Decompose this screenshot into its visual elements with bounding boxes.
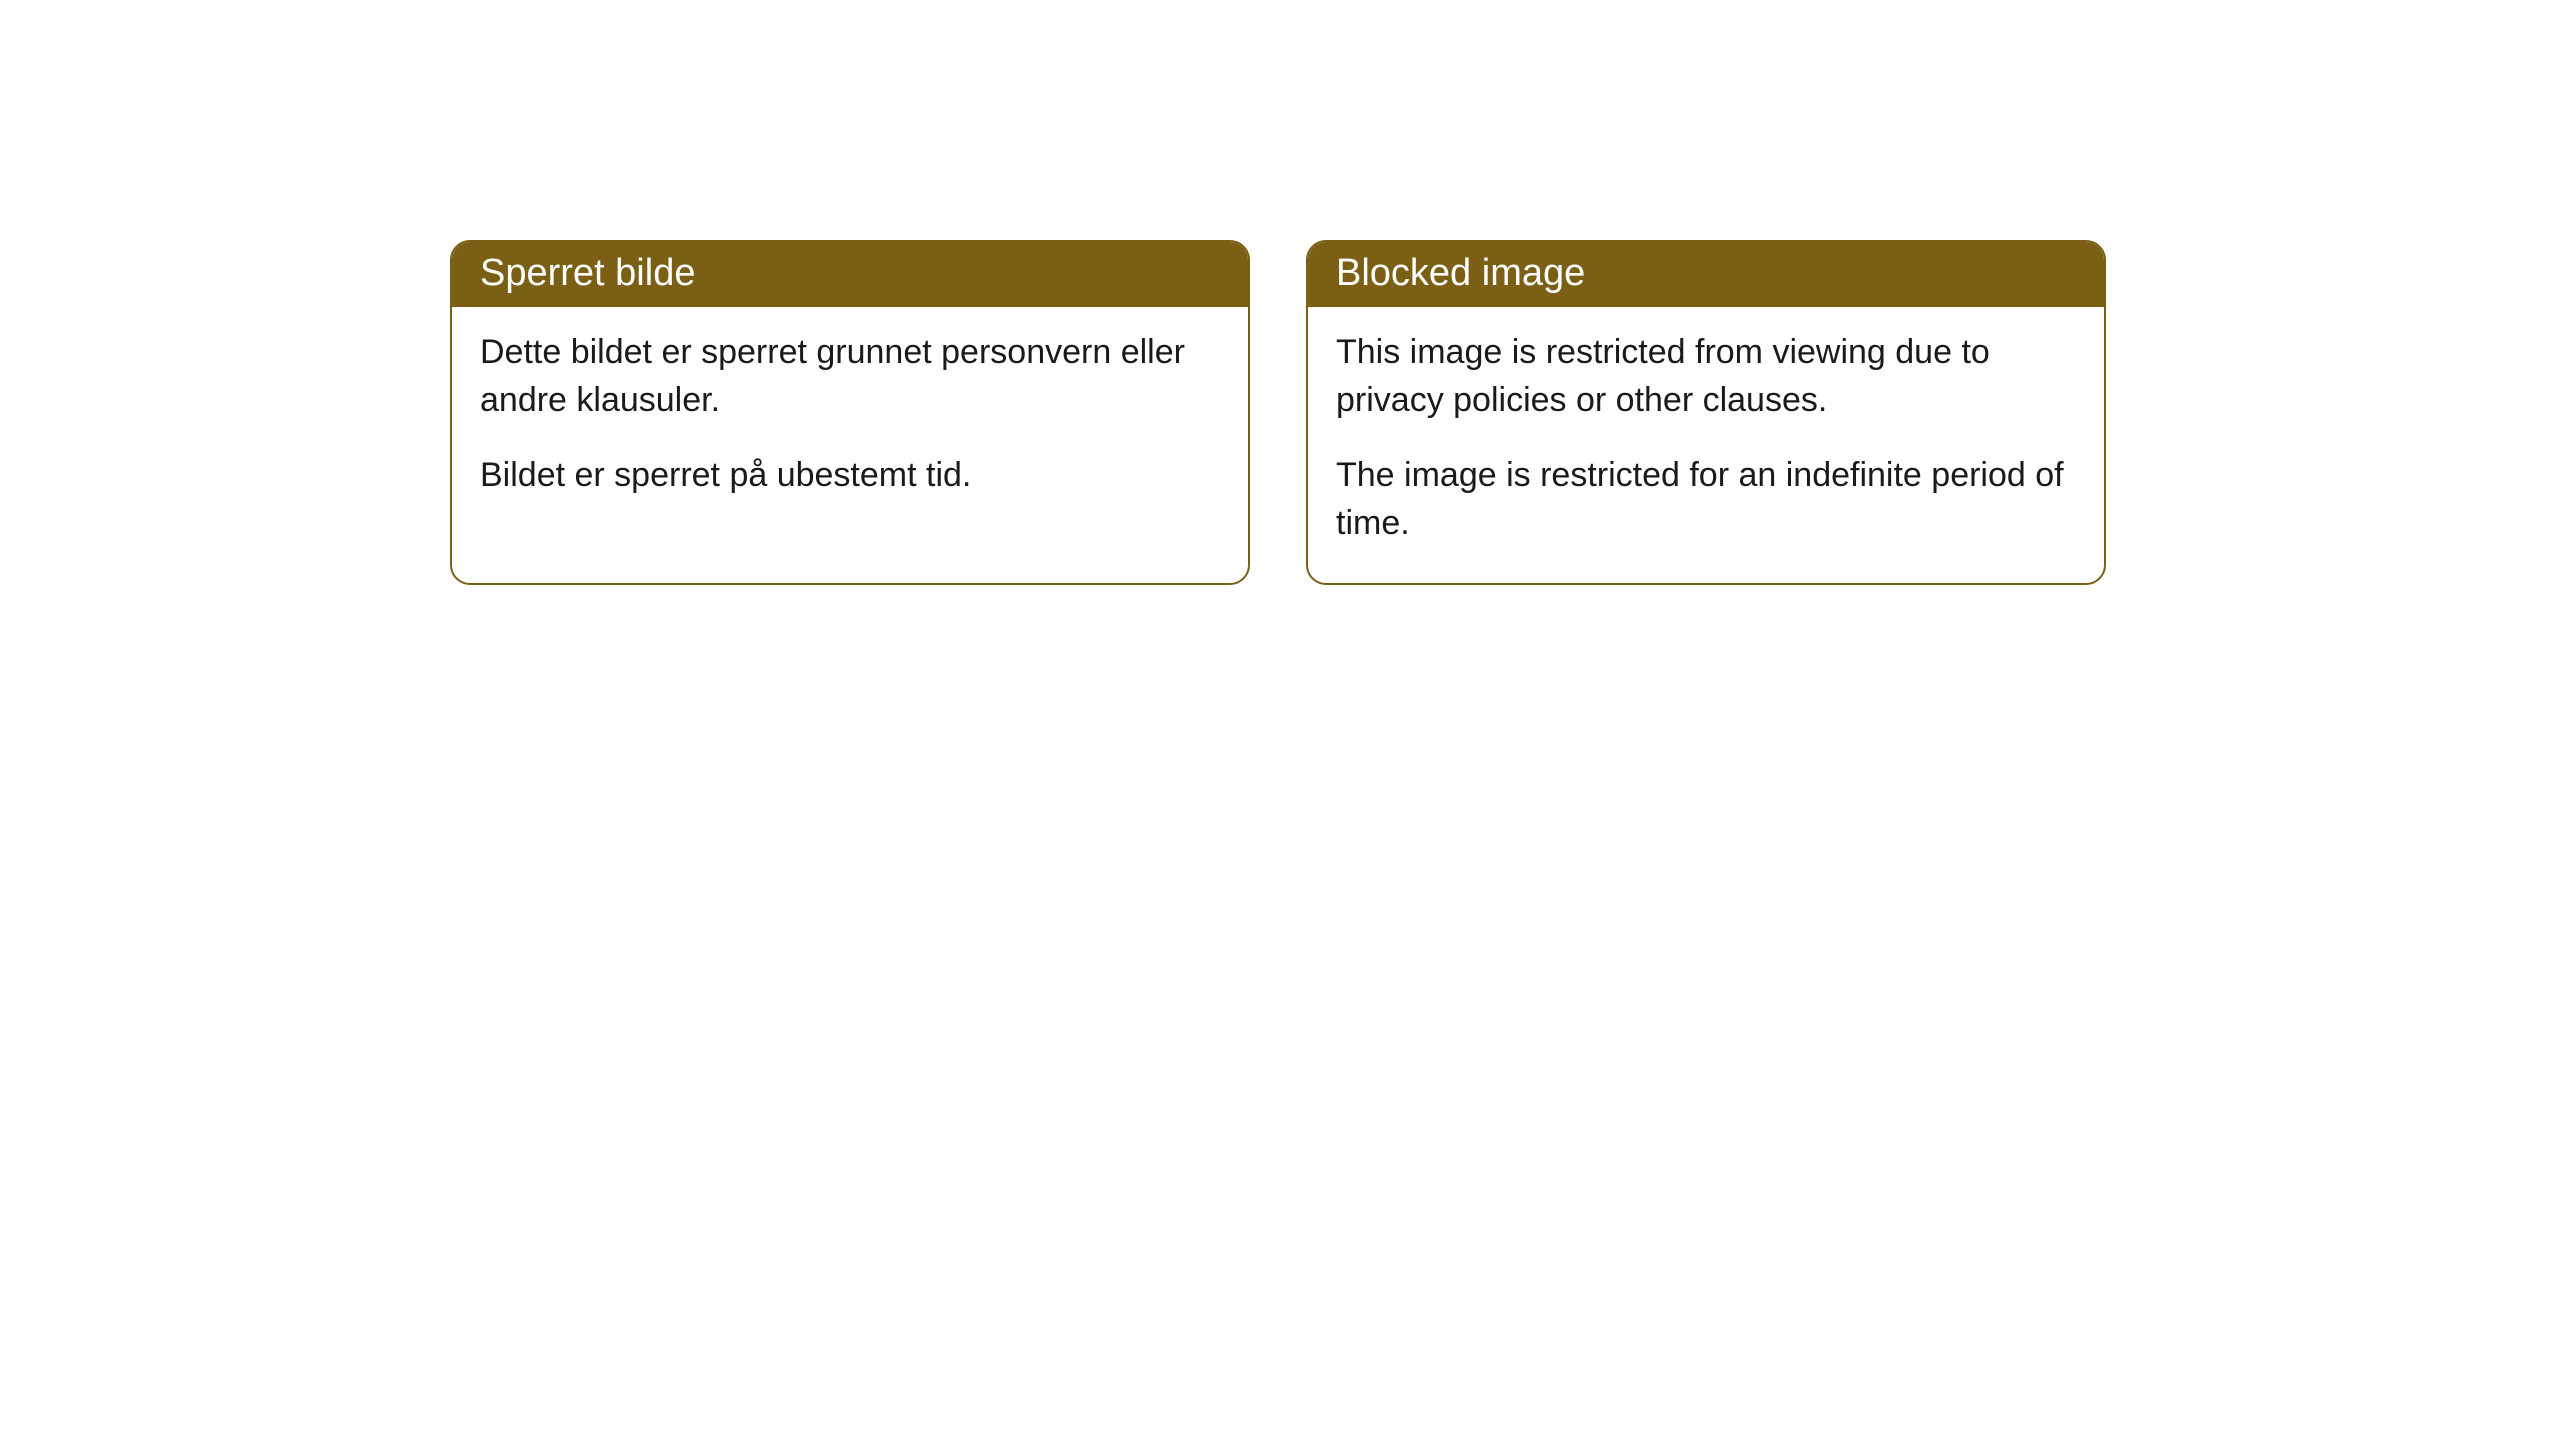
card-paragraph-1: This image is restricted from viewing du… [1336,329,2076,424]
card-english: Blocked image This image is restricted f… [1306,240,2106,585]
card-header-norwegian: Sperret bilde [452,242,1248,307]
card-paragraph-2: Bildet er sperret på ubestemt tid. [480,452,1220,500]
card-paragraph-1: Dette bildet er sperret grunnet personve… [480,329,1220,424]
card-header-english: Blocked image [1308,242,2104,307]
card-paragraph-2: The image is restricted for an indefinit… [1336,452,2076,547]
card-body-norwegian: Dette bildet er sperret grunnet personve… [452,307,1248,536]
card-norwegian: Sperret bilde Dette bildet er sperret gr… [450,240,1250,585]
card-body-english: This image is restricted from viewing du… [1308,307,2104,583]
cards-container: Sperret bilde Dette bildet er sperret gr… [450,240,2106,585]
